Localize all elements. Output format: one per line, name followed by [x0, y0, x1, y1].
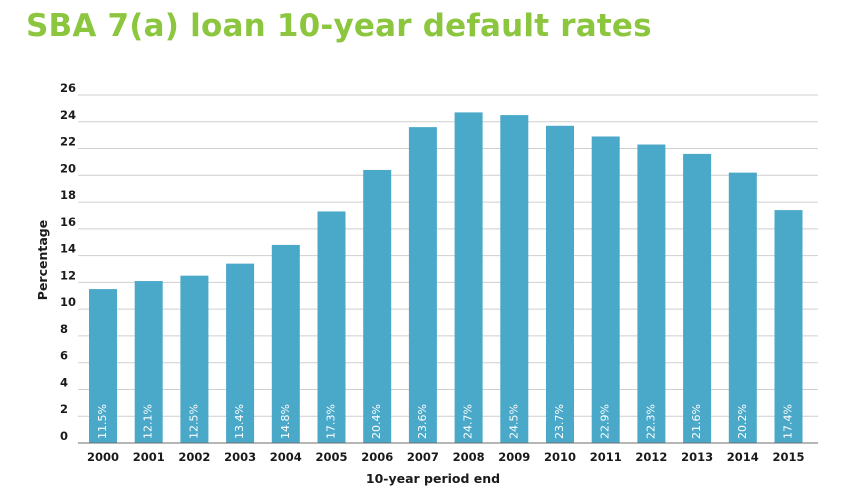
- bar: [134, 281, 163, 443]
- x-tick-label: 2014: [727, 450, 759, 464]
- bar-data-label: 11.5%: [96, 404, 109, 439]
- x-tick-label: 2015: [772, 450, 804, 464]
- y-tick-label: 18: [60, 188, 76, 202]
- bar: [728, 172, 757, 443]
- y-tick-label: 0: [60, 429, 68, 443]
- bar-data-label: 17.3%: [325, 404, 338, 439]
- bar: [317, 211, 346, 443]
- bars: [89, 112, 803, 444]
- bar-data-label: 12.5%: [187, 404, 200, 439]
- x-tick-label: 2008: [453, 450, 485, 464]
- y-tick-label: 14: [60, 242, 76, 256]
- x-tick-label: 2005: [315, 450, 347, 464]
- bar-data-labels: 11.5% 12.1% 12.5% 13.4% 14.8% 17.3% 20.4% 23.6%…: [96, 404, 795, 439]
- y-tick-label: 20: [60, 161, 76, 175]
- chart-title: SBA 7(a) loan 10-year default rates: [26, 8, 652, 44]
- x-tick-label: 2009: [498, 450, 530, 464]
- x-tick-label: 2011: [590, 450, 622, 464]
- x-tick-label: 2012: [635, 450, 667, 464]
- bar-data-label: 21.6%: [690, 404, 703, 439]
- bar-data-label: 20.2%: [736, 404, 749, 439]
- bar: [226, 263, 255, 443]
- y-tick-label: 2: [60, 402, 68, 416]
- bar: [774, 210, 803, 443]
- x-axis-label: 10-year period end: [366, 471, 500, 486]
- y-tick-label: 24: [60, 108, 76, 122]
- x-tick-label: 2006: [361, 450, 393, 464]
- bar-data-label: 22.9%: [599, 404, 612, 439]
- x-tick-label: 2002: [178, 450, 210, 464]
- bar: [271, 244, 300, 443]
- x-tick-label: 2004: [270, 450, 302, 464]
- bar: [546, 125, 574, 444]
- bar: [591, 136, 620, 443]
- bar: [408, 127, 437, 443]
- y-tick-label: 6: [60, 349, 68, 363]
- bar: [454, 112, 483, 444]
- y-tick-label: 26: [60, 81, 76, 95]
- bar-data-label: 24.7%: [462, 404, 475, 439]
- bar: [683, 153, 712, 443]
- bar: [89, 289, 117, 443]
- bar: [637, 144, 666, 443]
- y-tick-label: 12: [60, 268, 76, 282]
- x-axis-ticks: 2000 2001 2002 2003 2004 2005 2006 2007 2008 2009…: [87, 450, 805, 464]
- bar: [363, 169, 392, 443]
- y-tick-label: 4: [60, 375, 68, 389]
- bar-data-label: 12.1%: [142, 404, 155, 439]
- bar: [180, 275, 209, 443]
- x-tick-label: 2000: [87, 450, 119, 464]
- x-tick-label: 2001: [133, 450, 165, 464]
- bar-data-label: 23.6%: [416, 404, 429, 439]
- y-tick-label: 16: [60, 215, 76, 229]
- x-tick-label: 2007: [407, 450, 439, 464]
- y-tick-label: 8: [60, 322, 68, 336]
- bar-data-label: 14.8%: [279, 404, 292, 439]
- bar-data-label: 22.3%: [644, 404, 657, 439]
- bar-data-label: 24.5%: [507, 404, 520, 439]
- bar-data-label: 20.4%: [370, 404, 383, 439]
- y-tick-label: 22: [60, 135, 76, 149]
- y-axis-label: Percentage: [35, 220, 50, 300]
- x-tick-label: 2013: [681, 450, 713, 464]
- bar-data-label: 17.4%: [782, 404, 795, 439]
- bar: [500, 115, 529, 444]
- x-tick-label: 2010: [544, 450, 576, 464]
- bar-data-label: 23.7%: [553, 404, 566, 439]
- y-tick-label: 10: [60, 295, 76, 309]
- x-tick-label: 2003: [224, 450, 256, 464]
- bar-data-label: 13.4%: [233, 404, 246, 439]
